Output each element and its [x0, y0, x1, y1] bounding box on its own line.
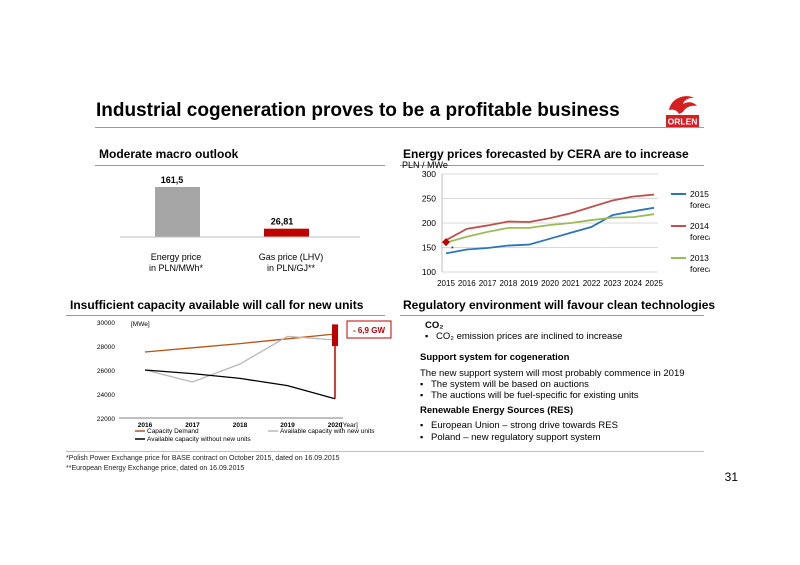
x-tick-label: 2015: [437, 279, 455, 288]
x-tick-label: 2023: [604, 279, 622, 288]
macro-bar-chart: 161,5 26,81: [120, 175, 360, 238]
x-tick-label: 2025: [645, 279, 663, 288]
legend-label: Capacity Demand: [147, 428, 199, 435]
res-bullet: Poland – new regulatory support system: [420, 432, 601, 443]
eagle-icon: [669, 96, 697, 114]
category-label: Gas price (LHV): [258, 252, 324, 262]
support-text: The new support system will most probabl…: [420, 368, 685, 379]
legend-label: Available capacity with new units: [280, 428, 375, 435]
logo-text: ORLEN: [668, 117, 698, 127]
x-tick-label: 2018: [233, 422, 248, 429]
x-tick-label: 2019: [280, 422, 295, 429]
y-tick-label: 300: [422, 169, 436, 179]
orlen-logo: ORLEN: [657, 88, 707, 130]
energy-divider: [400, 165, 704, 166]
capacity-series-line: [144, 333, 336, 353]
x-tick-label: 2021: [562, 279, 580, 288]
y-tick-label: 28000: [97, 344, 115, 351]
y-tick-label: 100: [422, 267, 436, 277]
energy-price-bar: [155, 187, 200, 237]
gas-price-category: Gas price (LHV) in PLN/GJ**: [246, 252, 336, 274]
energy-heading: Energy prices forecasted by CERA are to …: [403, 147, 689, 161]
y-tick-label: 22000: [97, 416, 115, 423]
gap-bracket: [332, 324, 338, 346]
legend-label: Available capacity without new units: [147, 436, 251, 443]
y-tick-label: 30000: [97, 320, 115, 327]
y-tick-label: 150: [422, 243, 436, 253]
macro-divider: [95, 165, 385, 166]
legend-label: forecast: [690, 232, 710, 242]
series-line-2015: [445, 206, 655, 255]
capacity-series-line: [144, 335, 336, 383]
x-tick-label: 2019: [520, 279, 538, 288]
capacity-line-chart: [MWe] 22000 24000 26000 28000 30000 2016 2017 20…: [97, 320, 392, 443]
category-label: Energy price: [150, 252, 202, 262]
series-line-2014: [445, 193, 655, 241]
y-tick-label: 24000: [97, 392, 115, 399]
gap-callout-text: - 6,9 GW: [353, 326, 385, 335]
legend-label: forecast: [690, 200, 710, 210]
category-label: in PLN/GJ**: [266, 263, 316, 273]
y-tick-label: 26000: [97, 368, 115, 375]
price-marker: [442, 238, 450, 247]
category-label: in PLN/MWh*: [148, 263, 203, 273]
capacity-ylabel: [MWe]: [131, 321, 150, 328]
marker-label: *: [451, 246, 454, 253]
y-tick-label: 200: [422, 218, 436, 228]
co2-bullet: CO₂ emission prices are inclined to incr…: [425, 331, 622, 342]
bar-value-label: 26,81: [271, 217, 294, 227]
capacity-divider: [66, 315, 385, 316]
energy-price-category: Energy price in PLN/MWh*: [140, 252, 212, 274]
legend-label: 2013: [690, 253, 709, 263]
capacity-xlabel: [Year]: [341, 422, 358, 429]
x-tick-label: 2024: [624, 279, 642, 288]
page-title: Industrial cogeneration proves to be a p…: [96, 100, 620, 121]
legend-label: 2015: [690, 189, 709, 199]
x-tick-label: 2017: [185, 422, 200, 429]
res-title: Renewable Energy Sources (RES): [420, 405, 574, 416]
x-tick-label: 2020: [541, 279, 559, 288]
energy-ylabel: PLN / MWe: [402, 160, 448, 170]
x-tick-label: 2022: [583, 279, 601, 288]
bar-value-label: 161,5: [161, 175, 184, 185]
res-bullet: European Union – strong drive towards RE…: [420, 420, 618, 431]
x-tick-label: 2018: [500, 279, 518, 288]
macro-heading: Moderate macro outlook: [99, 147, 239, 161]
gap-callout-box: [346, 320, 392, 339]
regulatory-heading: Regulatory environment will favour clean…: [403, 298, 716, 312]
support-title: Support system for cogeneration: [420, 352, 570, 363]
regulatory-divider: [400, 315, 704, 316]
footnote: **European Energy Exchange price, dated …: [66, 465, 245, 472]
series-line-2013: [445, 213, 655, 244]
x-tick-label: 2016: [138, 422, 153, 429]
co2-title: CO₂: [425, 320, 444, 331]
x-tick-label: 2020: [328, 422, 343, 429]
capacity-series-line: [144, 369, 336, 400]
x-tick-label: 2016: [458, 279, 476, 288]
legend-label: forecast: [690, 264, 710, 274]
y-tick-label: 250: [422, 194, 436, 204]
footnote: *Polish Power Exchange price for BASE co…: [66, 455, 340, 462]
footer-divider: [66, 451, 704, 452]
legend-label: 2014: [690, 221, 709, 231]
x-tick-label: 2017: [479, 279, 497, 288]
support-bullet: The auctions will be fuel-specific for e…: [420, 390, 639, 401]
support-bullet: The system will be based on auctions: [420, 379, 589, 390]
gas-price-bar: [264, 228, 309, 237]
title-divider: [95, 127, 704, 128]
capacity-heading: Insufficient capacity available will cal…: [70, 298, 364, 312]
page-number: 31: [724, 470, 738, 484]
